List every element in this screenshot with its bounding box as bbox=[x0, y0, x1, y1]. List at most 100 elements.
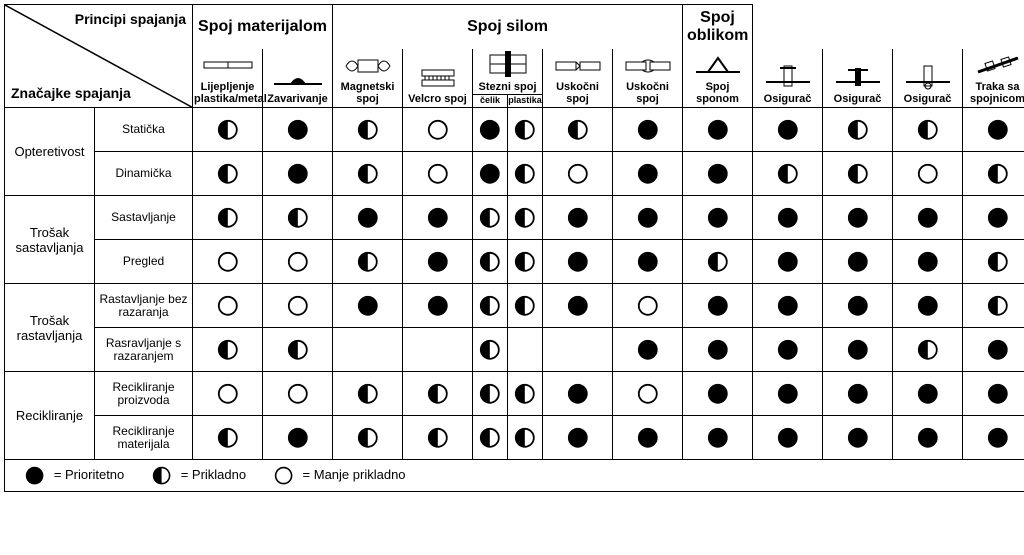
mark-cell bbox=[963, 416, 1024, 460]
mark-full-icon bbox=[987, 207, 1009, 229]
mark-half-icon bbox=[357, 251, 379, 273]
mark-cell bbox=[543, 240, 613, 284]
method-header: Osigurač bbox=[823, 49, 893, 108]
method-header: Magnetski spoj bbox=[333, 49, 403, 108]
mark-cell bbox=[193, 152, 263, 196]
mark-cell bbox=[473, 284, 508, 328]
table-row: Rasravljanje s razaranjem bbox=[5, 328, 1024, 372]
mark-cell bbox=[193, 328, 263, 372]
mark-full-icon bbox=[707, 207, 729, 229]
mark-full-icon bbox=[987, 427, 1009, 449]
mark-half-icon bbox=[514, 295, 536, 317]
mark-half-icon bbox=[479, 295, 501, 317]
mark-empty-icon bbox=[287, 295, 309, 317]
mark-half-icon bbox=[357, 119, 379, 141]
mark-full-icon bbox=[777, 207, 799, 229]
mark-half-icon bbox=[514, 119, 536, 141]
method-icon bbox=[760, 64, 816, 90]
mark-half-icon bbox=[707, 251, 729, 273]
mark-full-icon bbox=[287, 163, 309, 185]
mark-half-icon bbox=[217, 119, 239, 141]
mark-cell bbox=[543, 328, 613, 372]
mark-full-icon bbox=[707, 339, 729, 361]
mark-full-icon bbox=[917, 207, 939, 229]
mark-cell bbox=[753, 196, 823, 240]
mark-half-icon bbox=[987, 163, 1009, 185]
mark-half-icon bbox=[152, 466, 171, 485]
mark-cell bbox=[473, 372, 508, 416]
row-label: Recikliranje proizvoda bbox=[95, 372, 193, 416]
mark-full-icon bbox=[427, 295, 449, 317]
mark-cell bbox=[263, 152, 333, 196]
mark-cell bbox=[613, 196, 683, 240]
mark-cell bbox=[333, 240, 403, 284]
mark-full-icon bbox=[707, 427, 729, 449]
mark-half-icon bbox=[479, 339, 501, 361]
row-label: Pregled bbox=[95, 240, 193, 284]
mark-cell bbox=[753, 108, 823, 152]
mark-cell bbox=[753, 284, 823, 328]
mark-full-icon bbox=[707, 295, 729, 317]
mark-cell bbox=[543, 196, 613, 240]
header-principles: Principi spajanja bbox=[75, 11, 186, 27]
mark-full-icon bbox=[427, 207, 449, 229]
mark-half-icon bbox=[479, 383, 501, 405]
mark-cell bbox=[193, 240, 263, 284]
mark-cell bbox=[753, 328, 823, 372]
mark-full-icon bbox=[777, 119, 799, 141]
mark-cell bbox=[403, 240, 473, 284]
mark-cell bbox=[823, 152, 893, 196]
mark-cell bbox=[473, 108, 508, 152]
mark-half-icon bbox=[217, 427, 239, 449]
mark-full-icon bbox=[427, 251, 449, 273]
group-header: Spoj oblikom bbox=[683, 5, 753, 50]
mark-cell bbox=[473, 152, 508, 196]
mark-full-icon bbox=[917, 383, 939, 405]
mark-cell bbox=[508, 416, 543, 460]
legend-half: = Prikladno bbox=[181, 467, 246, 482]
mark-full-icon bbox=[707, 163, 729, 185]
mark-cell bbox=[753, 152, 823, 196]
mark-cell bbox=[543, 372, 613, 416]
mark-cell bbox=[508, 328, 543, 372]
rowgroup-label: Trošak sastavljanja bbox=[5, 196, 95, 284]
table-row: Pregled bbox=[5, 240, 1024, 284]
mark-full-icon bbox=[567, 383, 589, 405]
mark-full-icon bbox=[479, 119, 501, 141]
mark-cell bbox=[193, 284, 263, 328]
mark-cell bbox=[473, 328, 508, 372]
mark-cell bbox=[753, 372, 823, 416]
mark-empty-icon bbox=[217, 251, 239, 273]
method-icon bbox=[900, 64, 956, 90]
mark-full-icon bbox=[917, 295, 939, 317]
mark-full-icon bbox=[847, 427, 869, 449]
mark-full-icon bbox=[917, 427, 939, 449]
mark-cell bbox=[263, 284, 333, 328]
mark-cell bbox=[263, 108, 333, 152]
row-label: Rasravljanje s razaranjem bbox=[95, 328, 193, 372]
mark-empty-icon bbox=[274, 466, 293, 485]
mark-cell bbox=[753, 240, 823, 284]
mark-half-icon bbox=[287, 339, 309, 361]
mark-cell bbox=[823, 328, 893, 372]
mark-full-icon bbox=[777, 339, 799, 361]
method-icon bbox=[690, 52, 746, 78]
method-header: Lijepljenje plastika/metal bbox=[193, 49, 263, 108]
mark-cell bbox=[333, 284, 403, 328]
mark-cell bbox=[403, 152, 473, 196]
mark-half-icon bbox=[514, 163, 536, 185]
mark-cell bbox=[613, 152, 683, 196]
comparison-table: Principi spajanja Značajke spajanja Spoj… bbox=[4, 4, 1020, 492]
mark-cell bbox=[473, 196, 508, 240]
method-header: Stezni spoj čelikplastika bbox=[473, 49, 543, 108]
mark-empty-icon bbox=[427, 119, 449, 141]
method-icon bbox=[340, 52, 396, 78]
header-diagonal: Principi spajanja Značajke spajanja bbox=[5, 5, 193, 108]
mark-full-icon bbox=[637, 339, 659, 361]
mark-full-icon bbox=[637, 119, 659, 141]
mark-cell bbox=[893, 240, 963, 284]
row-label: Rastavljanje bez razaranja bbox=[95, 284, 193, 328]
mark-cell bbox=[508, 284, 543, 328]
mark-half-icon bbox=[777, 163, 799, 185]
mark-cell bbox=[613, 416, 683, 460]
